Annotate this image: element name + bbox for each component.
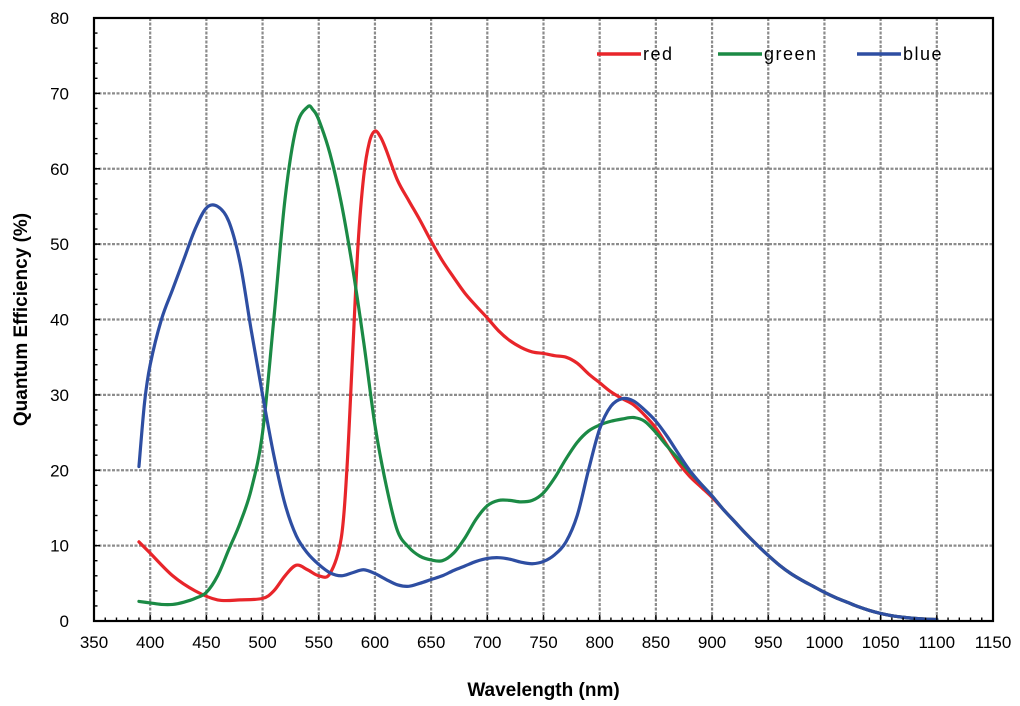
tick-marks (93, 17, 994, 622)
x-tick-label: 1150 (975, 633, 1012, 652)
series-lines (137, 104, 939, 622)
x-tick-label: 350 (80, 633, 108, 652)
y-tick-label: 30 (50, 386, 69, 405)
y-tick-label: 0 (60, 612, 69, 631)
x-tick-label: 900 (698, 633, 726, 652)
legend: red green blue (597, 44, 943, 64)
x-tick-label: 850 (642, 633, 670, 652)
x-tick-label: 750 (529, 633, 557, 652)
x-tick-label: 800 (586, 633, 614, 652)
x-tick-label: 450 (192, 633, 220, 652)
y-tick-label: 20 (50, 461, 69, 480)
y-tick-label: 70 (50, 84, 69, 103)
legend-label-blue: blue (903, 44, 943, 64)
y-tick-label: 80 (50, 9, 69, 28)
x-tick-label: 950 (754, 633, 782, 652)
x-tick-label: 1000 (806, 633, 844, 652)
x-tick-label: 400 (136, 633, 164, 652)
y-tick-label: 40 (50, 311, 69, 330)
series-line-blue (137, 203, 939, 622)
legend-label-green: green (764, 44, 818, 64)
grid-lines (94, 18, 993, 621)
x-tick-label: 500 (248, 633, 276, 652)
x-tick-label: 1100 (919, 633, 956, 652)
tick-labels: 350 400 450 500 550 600 650 700 750 800 850 900 950 1… (50, 9, 1011, 652)
x-tick-label: 1050 (862, 633, 900, 652)
x-tick-label: 550 (305, 633, 333, 652)
x-axis-label: Wavelength (nm) (467, 680, 619, 701)
y-tick-label: 60 (50, 160, 69, 179)
x-tick-label: 700 (473, 633, 501, 652)
legend-label-red: red (643, 44, 674, 64)
y-tick-label: 50 (50, 235, 69, 254)
x-tick-label: 600 (361, 633, 389, 652)
y-axis-label: Quantum Efficiency (%) (11, 213, 32, 426)
x-tick-label: 650 (417, 633, 445, 652)
y-tick-label: 10 (50, 537, 69, 556)
